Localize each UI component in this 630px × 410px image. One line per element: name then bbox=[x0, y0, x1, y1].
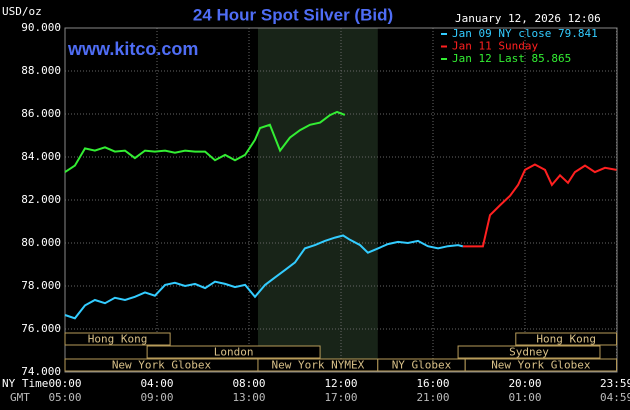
session-label: New York Globex bbox=[112, 359, 212, 372]
session-box bbox=[64, 332, 171, 346]
x-tick-label: 20:00 bbox=[508, 377, 541, 390]
y-tick-label: 80.000 bbox=[21, 236, 61, 249]
series-line bbox=[64, 110, 346, 173]
x2-tick-label: 09:00 bbox=[140, 391, 173, 404]
x2-tick-label: 17:00 bbox=[324, 391, 357, 404]
session-box bbox=[146, 345, 321, 359]
y-axis-label: USD/oz bbox=[2, 5, 42, 18]
timestamp: January 12, 2026 12:06 bbox=[455, 12, 601, 25]
session-label: New York NYMEX bbox=[272, 359, 365, 372]
legend-label: Jan 09 NY close 79.841 bbox=[452, 27, 598, 40]
session-label: Sydney bbox=[509, 346, 549, 359]
x-tick-label: 12:00 bbox=[324, 377, 357, 390]
x-tick-label: 16:00 bbox=[416, 377, 449, 390]
y-tick-label: 88.000 bbox=[21, 64, 61, 77]
legend-label: Jan 12 Last 85.865 bbox=[452, 52, 571, 65]
x-tick-label: 23:59 bbox=[600, 377, 630, 390]
chart-title: 24 Hour Spot Silver (Bid) bbox=[193, 5, 393, 24]
session-box bbox=[457, 345, 601, 359]
series-line bbox=[64, 234, 464, 320]
session-label: New York Globex bbox=[491, 359, 591, 372]
y-tick-label: 84.000 bbox=[21, 150, 61, 163]
series-line bbox=[462, 163, 617, 248]
x2-tick-label: 13:00 bbox=[232, 391, 265, 404]
y-tick-label: 78.000 bbox=[21, 279, 61, 292]
y-tick-label: 90.000 bbox=[21, 21, 61, 34]
session-label: NY Globex bbox=[392, 359, 452, 372]
x-tick-label: 00:00 bbox=[48, 377, 81, 390]
watermark: www.kitco.com bbox=[67, 39, 198, 59]
x2-row-label: GMT bbox=[10, 391, 30, 404]
y-tick-label: 82.000 bbox=[21, 193, 61, 206]
session-label: Hong Kong bbox=[88, 333, 148, 346]
y-tick-label: 86.000 bbox=[21, 107, 61, 120]
y-tick-label: 76.000 bbox=[21, 322, 61, 335]
x-tick-label: 04:00 bbox=[140, 377, 173, 390]
x2-tick-label: 01:00 bbox=[508, 391, 541, 404]
x-row-label: NY Time bbox=[2, 377, 48, 390]
y-tick-label: 74.000 bbox=[21, 365, 61, 378]
plot-frame bbox=[64, 27, 618, 373]
session-label: Hong Kong bbox=[536, 333, 596, 346]
x2-tick-label: 04:59 bbox=[600, 391, 630, 404]
session-box bbox=[515, 332, 618, 346]
x2-tick-label: 21:00 bbox=[416, 391, 449, 404]
x-tick-label: 08:00 bbox=[232, 377, 265, 390]
legend-label: Jan 11 Sunday bbox=[452, 40, 538, 53]
session-label: London bbox=[214, 346, 254, 359]
x2-tick-label: 05:00 bbox=[48, 391, 81, 404]
session-box bbox=[464, 358, 618, 372]
